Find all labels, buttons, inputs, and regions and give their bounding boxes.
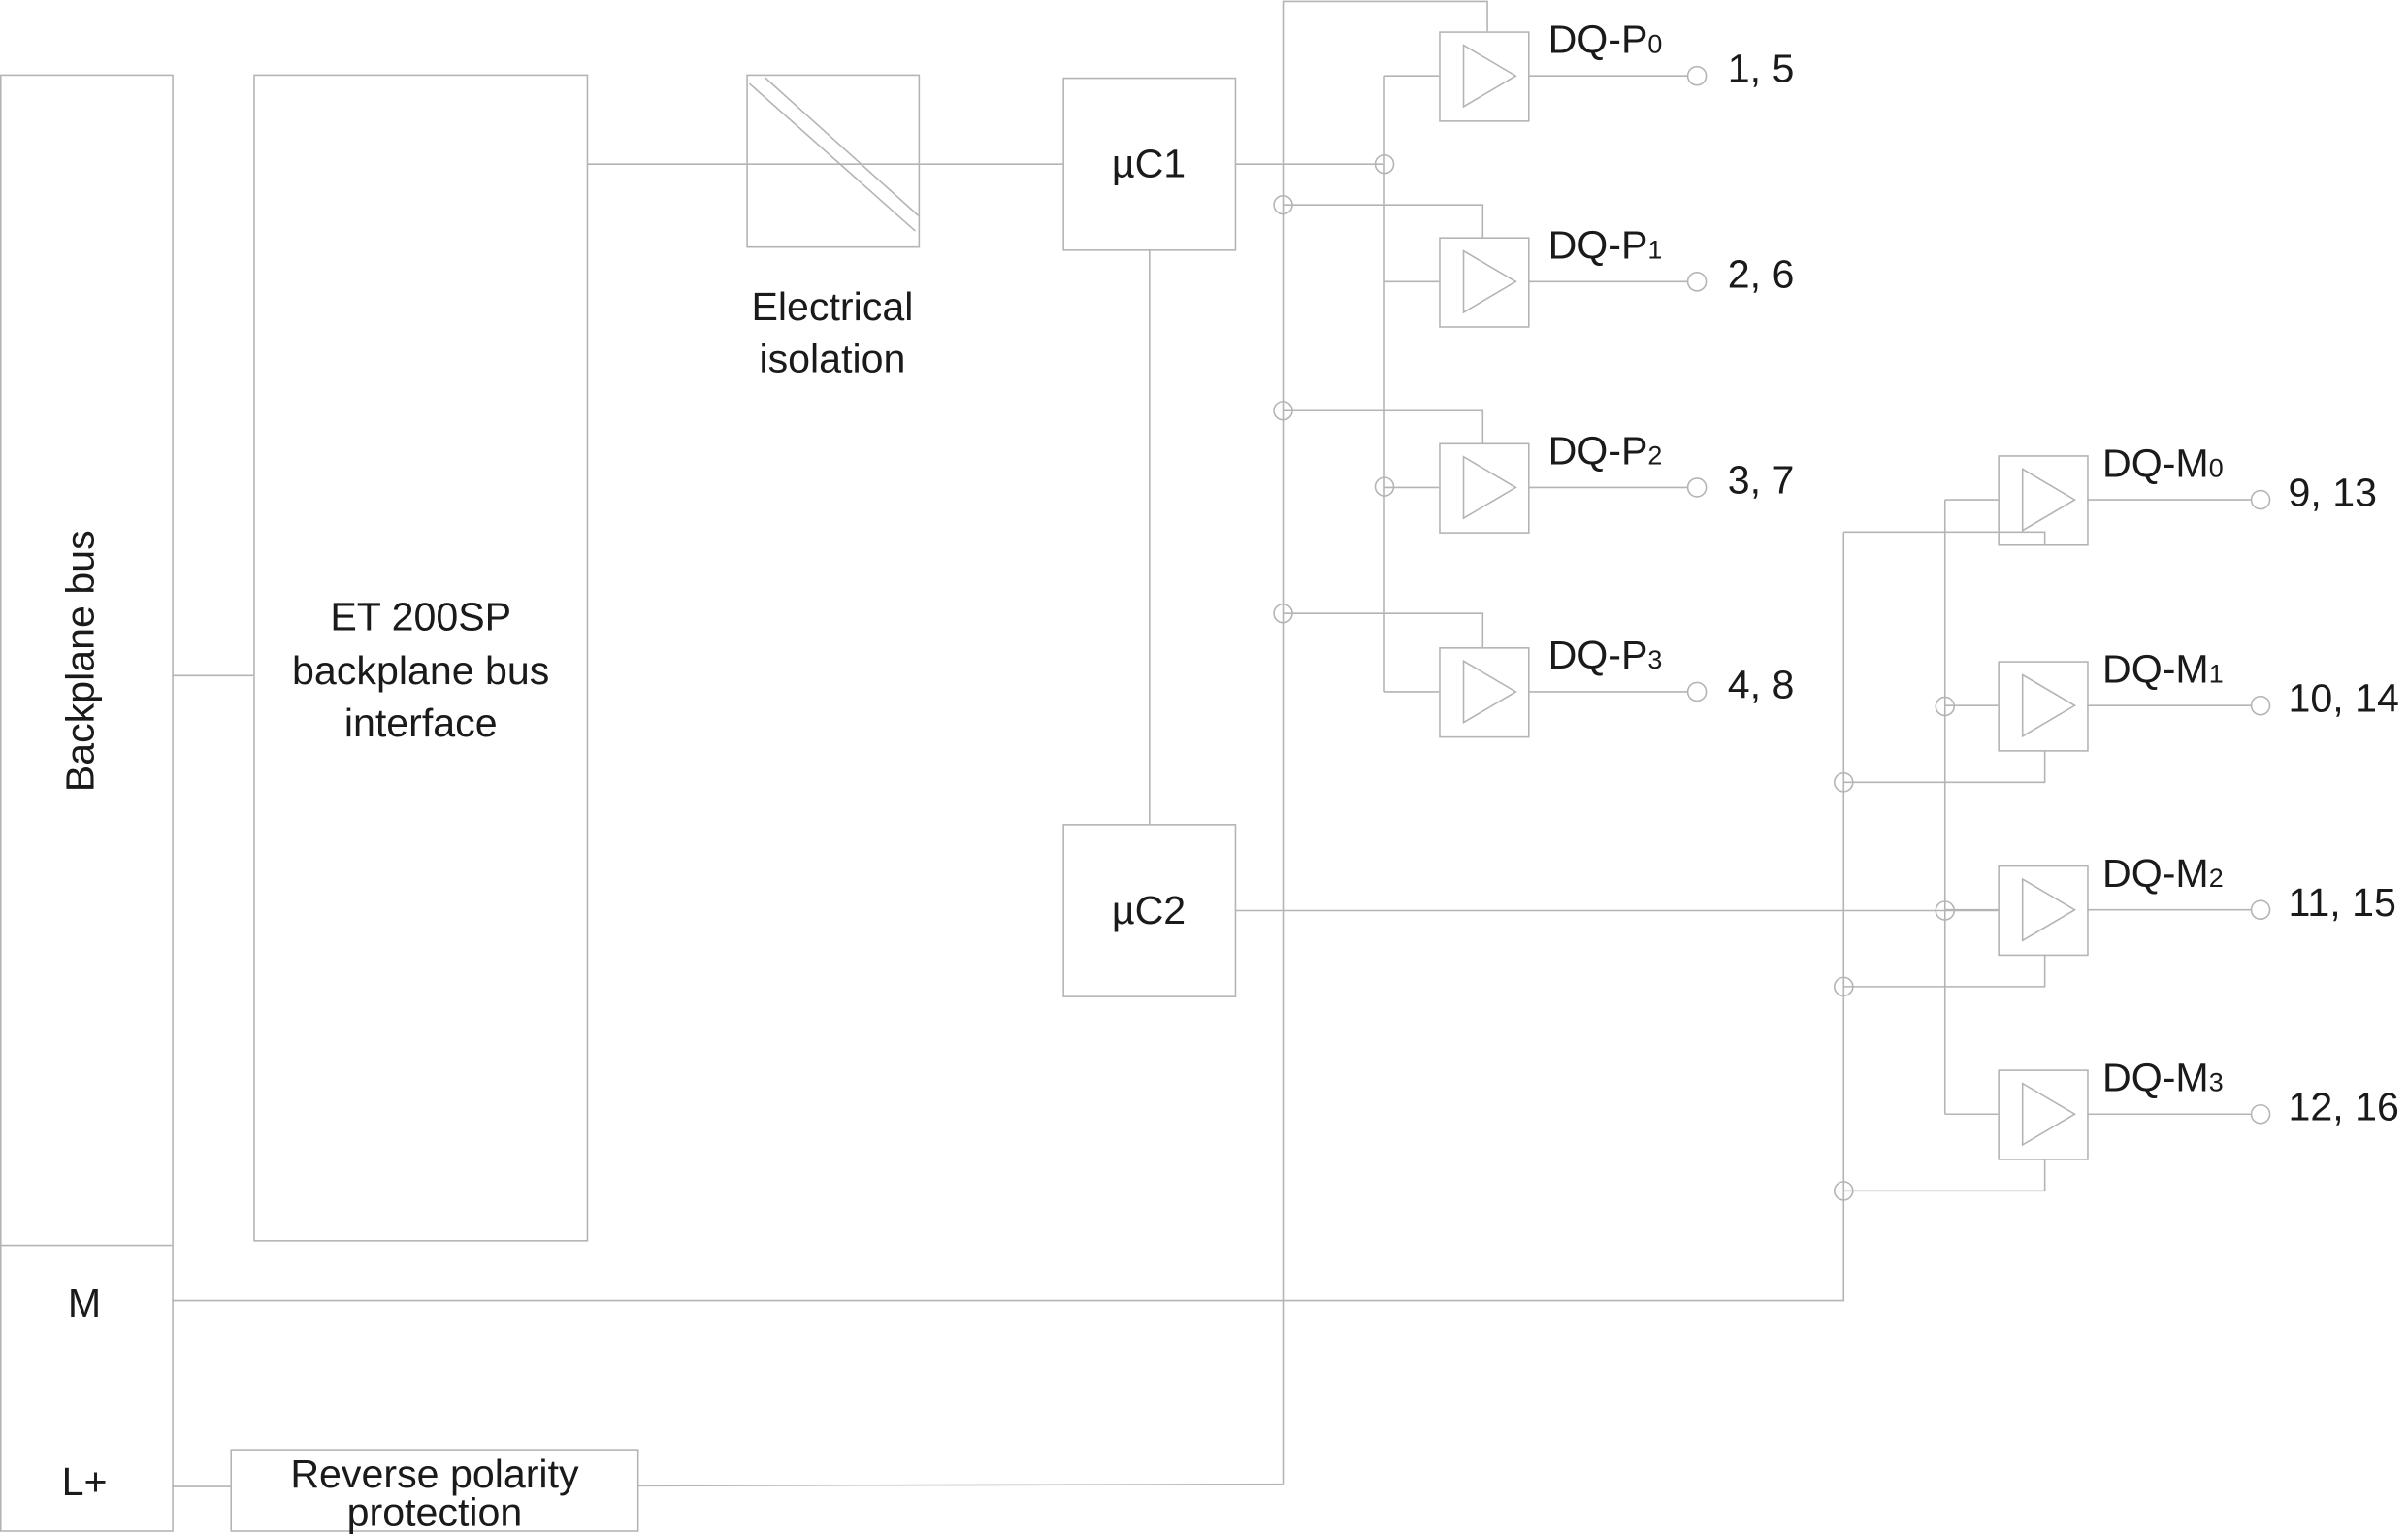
- terminal-icon: [2250, 489, 2271, 510]
- terminal-numbers: 9, 13: [2289, 470, 2378, 514]
- reverse-polarity-line-2: protection: [347, 1489, 523, 1534]
- channel-label: DQ-M2: [2102, 851, 2224, 896]
- terminal-numbers: 4, 8: [1728, 662, 1795, 706]
- isolation-line-2: isolation: [759, 337, 905, 381]
- amplifier-triangle-icon: [1462, 455, 1517, 520]
- amplifier-triangle-icon: [2021, 877, 2077, 942]
- junction-dot: [1833, 772, 1854, 793]
- uc1-label: µC1: [1112, 142, 1186, 186]
- amplifier-triangle-icon: [1462, 659, 1517, 724]
- channel-label: DQ-P0: [1548, 16, 1663, 61]
- uc2-label: µC2: [1112, 888, 1186, 932]
- reverse-polarity-line-1: Reverse polarity: [290, 1452, 579, 1496]
- terminal-icon: [1686, 477, 1708, 498]
- interface-line-2: backplane bus: [292, 648, 549, 693]
- lplus-label: L+: [62, 1459, 108, 1504]
- channel-label: DQ-P1: [1548, 223, 1663, 268]
- terminal-numbers: 3, 7: [1728, 458, 1795, 503]
- interface-line-1: ET 200SP: [330, 595, 511, 639]
- junction-dot: [1273, 603, 1293, 624]
- backplane-bus-interface-block: ET 200SP backplane bus interface: [253, 74, 589, 1242]
- channel-label: DQ-P2: [1548, 429, 1663, 473]
- terminal-icon: [1686, 681, 1708, 702]
- amplifier-triangle-icon: [2021, 1082, 2077, 1147]
- terminal-numbers: 2, 6: [1728, 252, 1795, 297]
- dq-m-channel-1: DQ-M1 10, 14: [1944, 646, 2399, 752]
- m-label: M: [68, 1281, 101, 1325]
- terminal-numbers: 11, 15: [2289, 880, 2396, 925]
- amplifier-triangle-icon: [1462, 249, 1517, 314]
- channel-label: DQ-M1: [2102, 646, 2224, 691]
- dq-m-channel-0: DQ-M0 9, 13: [1944, 441, 2378, 546]
- junction-dot: [1833, 976, 1854, 997]
- amplifier-triangle-icon: [2021, 468, 2077, 533]
- dq-m-channel-2: DQ-M2 11, 15: [1944, 851, 2396, 957]
- interface-line-3: interface: [344, 701, 498, 745]
- junction-dot: [1273, 194, 1293, 215]
- amplifier-triangle-icon: [2021, 673, 2077, 738]
- electrical-isolation-block: Electrical isolation: [746, 74, 921, 381]
- terminal-icon: [1686, 65, 1708, 86]
- amplifier-triangle-icon: [1462, 44, 1517, 109]
- backplane-bus-label: Backplane bus: [58, 530, 103, 792]
- terminal-icon: [1686, 272, 1708, 292]
- terminal-icon: [2250, 1103, 2271, 1125]
- terminal-numbers: 1, 5: [1728, 47, 1795, 91]
- junction-dot: [1374, 153, 1395, 175]
- channel-label: DQ-M3: [2102, 1055, 2224, 1099]
- microcontroller-1-block: µC1: [1062, 77, 1237, 251]
- junction-dot: [1935, 696, 1956, 717]
- junction-dot: [1833, 1181, 1854, 1201]
- microcontroller-2-block: µC2: [1062, 824, 1237, 997]
- terminal-numbers: 10, 14: [2289, 676, 2399, 721]
- junction-dot: [1935, 900, 1956, 921]
- junction-dot: [1374, 476, 1395, 497]
- dq-p-channel-2: DQ-P2 3, 7: [1383, 429, 1795, 534]
- dq-p-channel-1: DQ-P1 2, 6: [1383, 223, 1795, 328]
- channel-label: DQ-P3: [1548, 633, 1663, 677]
- dq-p-channel-3: DQ-P3 4, 8: [1383, 633, 1795, 738]
- dq-p-channel-0: DQ-P0 1, 5: [1383, 16, 1795, 122]
- junction-dot: [1273, 400, 1293, 421]
- terminal-icon: [2250, 695, 2271, 716]
- terminal-icon: [2250, 899, 2271, 920]
- channel-label: DQ-M0: [2102, 441, 2224, 485]
- isolation-line-1: Electrical: [751, 284, 913, 329]
- terminal-numbers: 12, 16: [2289, 1085, 2399, 1129]
- backplane-bus-block: Backplane bus M L+: [0, 74, 174, 1532]
- reverse-polarity-protection-block: Reverse polarity protection: [230, 1449, 639, 1534]
- dq-m-channel-3: DQ-M3 12, 16: [1944, 1055, 2399, 1160]
